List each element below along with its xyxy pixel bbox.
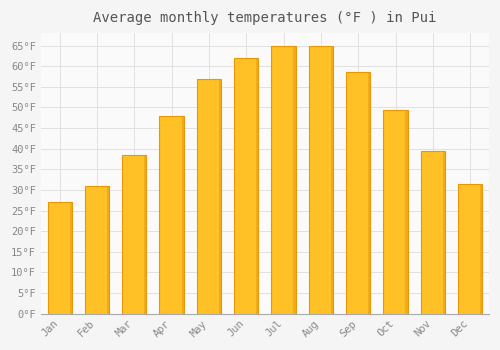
Bar xyxy=(144,155,146,314)
Bar xyxy=(219,79,221,314)
Bar xyxy=(48,202,72,314)
Bar xyxy=(107,186,109,314)
Bar xyxy=(294,46,296,314)
Bar xyxy=(368,72,370,314)
Bar xyxy=(160,116,184,314)
Bar xyxy=(197,79,221,314)
Bar xyxy=(70,202,72,314)
Bar xyxy=(85,186,109,314)
Bar xyxy=(421,151,445,314)
Bar xyxy=(331,46,333,314)
Bar xyxy=(480,184,482,314)
Bar xyxy=(122,155,146,314)
Title: Average monthly temperatures (°F ) in Pui: Average monthly temperatures (°F ) in Pu… xyxy=(93,11,436,25)
Bar xyxy=(256,58,258,314)
Bar xyxy=(406,110,407,314)
Bar xyxy=(384,110,407,314)
Bar xyxy=(309,46,333,314)
Bar xyxy=(182,116,184,314)
Bar xyxy=(346,72,370,314)
Bar xyxy=(234,58,258,314)
Bar xyxy=(272,46,295,314)
Bar xyxy=(458,184,482,314)
Bar xyxy=(443,151,445,314)
